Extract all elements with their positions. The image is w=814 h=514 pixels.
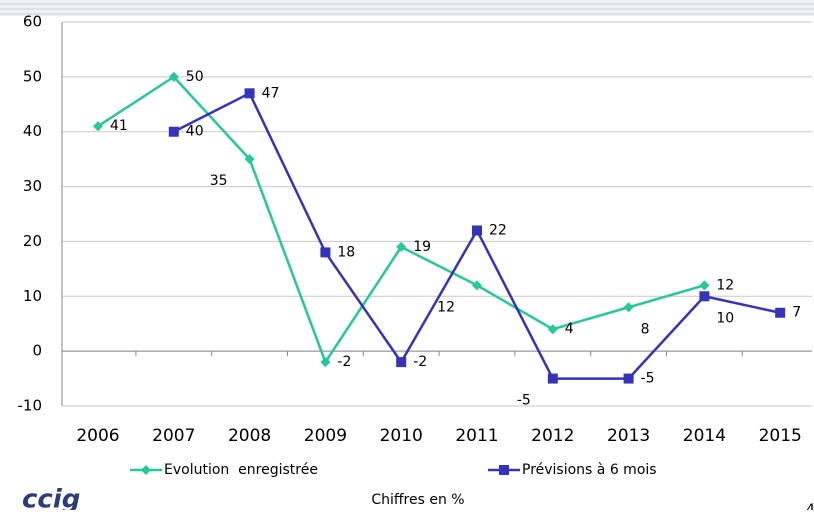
series-line xyxy=(173,91,781,380)
x-tick-label: 2011 xyxy=(455,426,498,446)
marker xyxy=(244,154,255,165)
x-tick-label: 2008 xyxy=(228,426,271,446)
data-label: 8 xyxy=(641,321,650,337)
y-tick-label: 0 xyxy=(32,342,42,360)
data-label: 4 xyxy=(565,321,574,337)
y-tick-label: 50 xyxy=(23,67,42,85)
marker xyxy=(623,302,634,313)
data-label: -5 xyxy=(641,371,655,387)
data-label: 12 xyxy=(716,277,734,293)
marker xyxy=(93,121,103,132)
marker xyxy=(320,357,331,368)
header-stripes xyxy=(0,0,814,16)
x-tick-label: 2010 xyxy=(380,426,423,446)
marker xyxy=(472,225,482,236)
y-tick-label: 10 xyxy=(23,287,42,305)
x-tick-label: 2007 xyxy=(152,426,195,446)
marker xyxy=(168,71,179,82)
series-line xyxy=(97,75,705,365)
data-label: 22 xyxy=(489,222,507,238)
marker xyxy=(547,324,558,335)
data-label: 50 xyxy=(186,69,204,85)
marker xyxy=(396,241,407,252)
page-number: 4 xyxy=(806,502,814,510)
x-tick-label: 2014 xyxy=(683,426,726,446)
marker xyxy=(547,373,558,384)
data-label: 19 xyxy=(413,239,431,255)
x-tick-label: 2015 xyxy=(759,426,802,446)
y-tick-label: 60 xyxy=(23,13,42,31)
legend-label: Evolution enregistrée xyxy=(164,462,318,478)
x-tick-label: 2013 xyxy=(607,426,650,446)
marker xyxy=(472,280,482,291)
data-label: -2 xyxy=(337,354,351,370)
x-tick-label: 2006 xyxy=(76,426,119,446)
marker xyxy=(320,247,331,258)
marker xyxy=(244,88,255,99)
data-label: 40 xyxy=(186,124,204,140)
data-label: 7 xyxy=(792,305,801,321)
x-tick-label: 2012 xyxy=(531,426,574,446)
logo: ccig xyxy=(22,485,80,511)
y-tick-label: 30 xyxy=(23,177,42,195)
data-label: 18 xyxy=(337,244,355,260)
x-tick-label: 2009 xyxy=(304,426,347,446)
marker xyxy=(499,465,509,475)
y-tick-label: 40 xyxy=(23,122,42,140)
marker xyxy=(699,291,710,302)
data-label: -2 xyxy=(413,354,427,370)
y-tick-label: 20 xyxy=(23,232,42,250)
y-tick-label: -10 xyxy=(18,397,43,415)
legend-label: Prévisions à 6 mois xyxy=(522,462,657,478)
marker xyxy=(699,280,710,291)
data-label: 35 xyxy=(210,173,228,189)
marker xyxy=(141,465,151,475)
note: Chiffres en % xyxy=(371,492,464,508)
data-label: -5 xyxy=(517,393,531,409)
data-label: 41 xyxy=(110,118,128,134)
data-label: 47 xyxy=(262,85,280,101)
marker xyxy=(396,357,407,368)
marker xyxy=(168,126,179,137)
data-label: 12 xyxy=(437,299,455,315)
marker xyxy=(775,307,786,318)
marker xyxy=(623,373,634,384)
data-label: 10 xyxy=(716,310,734,326)
